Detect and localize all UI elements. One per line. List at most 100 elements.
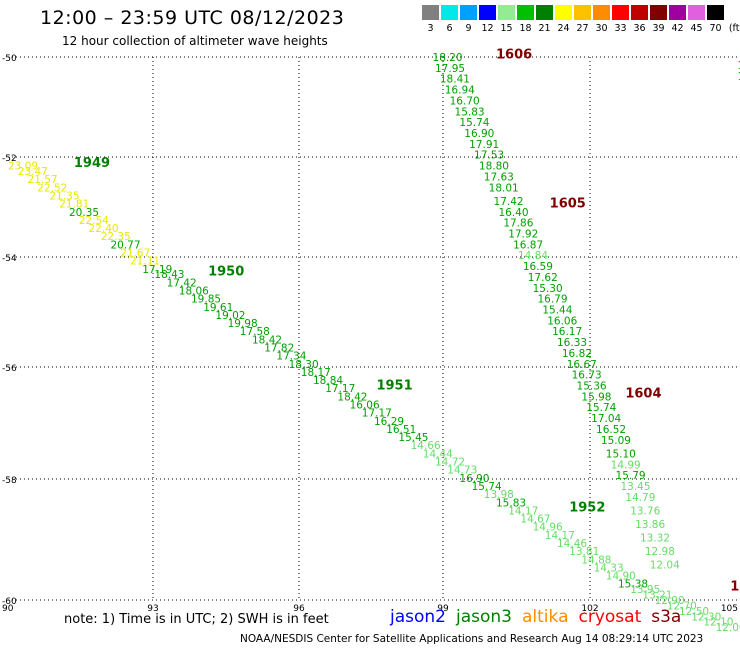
data-point-label: 18.06: [179, 285, 209, 297]
data-point-label: 14.17: [508, 505, 538, 517]
colorbar-label: 18: [519, 23, 532, 34]
x-tick-label: 105: [721, 604, 738, 614]
data-point-label: 14.79: [625, 492, 655, 504]
data-point-label: 18.17: [301, 367, 331, 379]
data-point-label: 16.29: [374, 416, 404, 428]
data-point-label: 21.67: [120, 247, 150, 259]
data-point-label: 16.51: [386, 424, 416, 436]
data-point-label: 16.87: [513, 239, 543, 251]
data-point-label: 12.50: [679, 606, 709, 618]
data-point-label: 17.42: [494, 196, 524, 208]
data-point-label: 13.86: [635, 519, 665, 531]
pass-time-label: 1949: [74, 156, 110, 171]
data-point-label: 13.32: [640, 533, 670, 545]
data-point-label: 16.82: [562, 348, 592, 360]
satellite-label-jason3: jason3: [456, 607, 512, 627]
data-point-label: 15.79: [616, 470, 646, 482]
colorbar-label: 15: [500, 23, 513, 34]
y-tick-label: -56: [2, 364, 17, 374]
data-point-label: 14.66: [411, 440, 441, 452]
data-point-label: 15.74: [586, 402, 616, 414]
note-text: note: 1) Time is in UTC; 2) SWH is in fe…: [64, 612, 329, 627]
data-point-label: 17.04: [591, 413, 621, 425]
data-point-label: 16.40: [498, 207, 528, 219]
colorbar-label: 36: [633, 23, 646, 34]
data-point-label: 17.34: [276, 351, 306, 363]
data-point-label: 14.72: [435, 457, 465, 469]
data-point-label: 13.21: [642, 590, 672, 602]
data-point-label: 16.52: [596, 424, 626, 436]
data-point-label: 15.38: [618, 579, 648, 591]
colorbar-label: 6: [446, 23, 453, 34]
colorbar-label: 9: [465, 23, 472, 34]
data-point-label: 18.30: [289, 359, 319, 371]
data-point-label: 16.59: [523, 261, 553, 273]
pass-time-label: 1951: [376, 379, 412, 394]
data-point-label: 19.61: [203, 302, 233, 314]
data-point-label: 13.81: [569, 546, 599, 558]
data-point-label: 12.30: [691, 611, 721, 623]
colorbar-swatch: [688, 5, 705, 20]
data-point-label: 18: [738, 60, 740, 72]
data-point-label: 17.91: [469, 139, 499, 151]
data-point-label: 17.42: [167, 277, 197, 289]
data-point-label: 14.73: [447, 465, 477, 477]
x-tick-label: 102: [581, 604, 598, 614]
colorbar-label: 70: [709, 23, 722, 34]
data-point-label: 16.06: [547, 315, 577, 327]
data-point-label: 15.98: [581, 391, 611, 403]
colorbar-label: 33: [614, 23, 627, 34]
data-point-label: 17.19: [142, 264, 172, 276]
satellite-label-altika: altika: [522, 607, 569, 627]
data-point-label: 22.40: [89, 223, 119, 235]
data-point-label: 14.96: [533, 522, 563, 534]
colorbar-label: 42: [671, 23, 684, 34]
data-point-label: 16.94: [445, 85, 475, 97]
data-point-label: 17.53: [474, 150, 504, 162]
colorbar-swatch: [536, 5, 553, 20]
satellite-label-cryosat: cryosat: [578, 607, 642, 627]
colorbar-label: 24: [557, 23, 570, 34]
data-point-label: 13.98: [484, 489, 514, 501]
data-point-label: 12.00: [716, 622, 740, 634]
data-point-label: 12.90: [655, 595, 685, 607]
pass-time-label: 1952: [569, 501, 605, 516]
data-point-label: 14.84: [518, 250, 548, 262]
data-point-label: 16.79: [537, 294, 567, 306]
data-point-label: 17.62: [528, 272, 558, 284]
data-point-label: 13.45: [620, 481, 650, 493]
colorbar-label: 30: [595, 23, 608, 34]
data-point-label: 16.17: [552, 326, 582, 338]
pass-time-label: 1950: [208, 264, 244, 279]
data-point-label: 17.58: [240, 326, 270, 338]
data-point-label: 15.83: [455, 106, 485, 118]
colorbar-swatch: [593, 5, 610, 20]
data-point-label: 16.90: [459, 473, 489, 485]
data-point-label: 15.09: [601, 435, 631, 447]
data-point-label: 21.35: [49, 190, 79, 202]
data-point-label: 18.42: [337, 391, 367, 403]
y-tick-label: -58: [2, 476, 17, 486]
data-point-label: 23.09: [8, 161, 38, 173]
data-point-label: 22.35: [101, 231, 131, 243]
colorbar-swatch: [555, 5, 572, 20]
colorbar-label: 27: [576, 23, 589, 34]
data-point-label: 16.33: [557, 337, 587, 349]
data-point-label: 14.90: [606, 571, 636, 583]
data-point-label: 16.67: [567, 359, 597, 371]
colorbar-swatch: [479, 5, 496, 20]
data-point-label: 14.67: [520, 514, 550, 526]
footer-credit: NOAA/NESDIS Center for Satellite Applica…: [240, 633, 704, 645]
data-point-label: 18.42: [252, 334, 282, 346]
colorbar-swatch: [669, 5, 686, 20]
colorbar-label: 45: [690, 23, 703, 34]
data-point-label: 12.98: [645, 546, 675, 558]
data-point-label: 14.46: [557, 538, 587, 550]
data-point-label: 12.04: [650, 560, 680, 572]
x-tick-label: 96: [293, 604, 305, 614]
x-tick-label: 99: [437, 604, 449, 614]
data-point-label: 18.84: [313, 375, 343, 387]
data-point-label: 22.54: [79, 215, 109, 227]
colorbar-unit: (ft): [728, 23, 740, 34]
colorbar-label: 3: [427, 23, 434, 34]
